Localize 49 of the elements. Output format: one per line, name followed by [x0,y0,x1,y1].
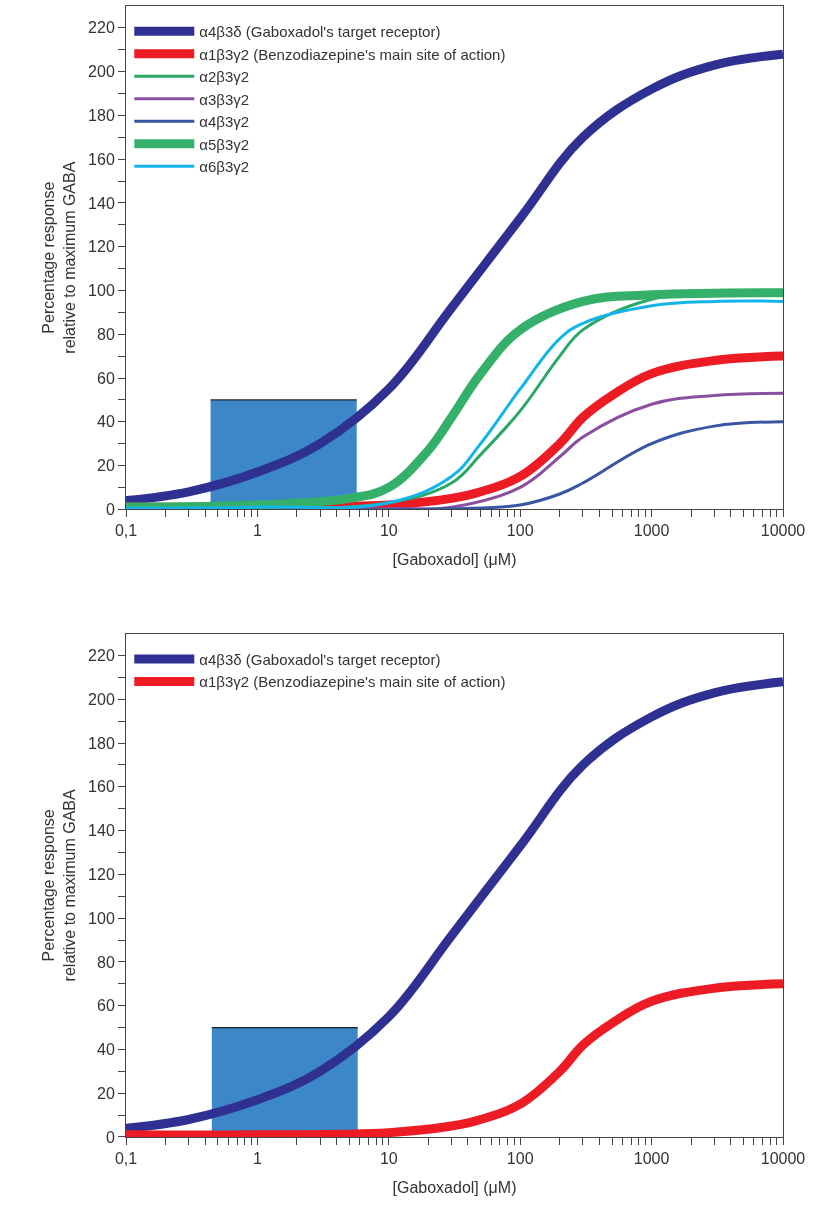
y-tick-label: 140 [88,194,115,212]
y-tick-label: 0 [105,1128,115,1146]
legend-label: α2β3γ2 [199,68,250,86]
y-tick-label: 40 [97,1041,115,1059]
x-axis-title: [Gaboxadol] (μM) [392,551,517,569]
x-tick-label: 10 [379,522,398,540]
x-tick-label: 1000 [633,522,670,540]
legend-label: α3β3γ2 [199,90,250,108]
y-tick-label: 180 [88,734,115,752]
y-tick-label: 200 [88,690,115,708]
x-tick-label: 10000 [760,522,806,540]
y-tick-label: 120 [88,866,115,884]
x-tick-label: 1000 [633,1150,670,1168]
y-axis-title: Percentage response relative to maximum GABA [40,789,78,982]
y-tick-label: 160 [88,778,115,796]
x-tick-label: 1 [252,1150,262,1168]
x-tick-label: 100 [506,522,534,540]
y-tick-label: 100 [88,282,115,300]
y-tick-label: 80 [97,325,115,343]
legend-label: α1β3γ2 (Benzodiazepine's main site of action) [199,45,506,63]
y-tick-label: 60 [97,997,115,1015]
y-tick-label: 20 [97,1084,115,1102]
y-tick-label: 40 [97,413,115,431]
legend-label: α4β3δ (Gaboxadol's target receptor) [199,650,441,668]
y-tick-label: 220 [88,19,115,37]
legend-label: α4β3δ (Gaboxadol's target receptor) [199,23,441,41]
y-tick-label: 140 [88,822,115,840]
y-tick-label: 120 [88,238,115,256]
y-tick-label: 80 [97,953,115,971]
x-tick-label: 0,1 [114,1150,138,1168]
legend-label: α6β3γ2 [199,158,250,176]
y-tick-label: 180 [88,107,115,125]
y-tick-label: 200 [88,63,115,81]
x-tick-label: 10 [379,1150,398,1168]
y-tick-label: 60 [97,369,115,387]
x-tick-label: 1 [252,522,262,540]
x-tick-label: 10000 [760,1150,806,1168]
legend-label: α5β3γ2 [199,135,250,153]
y-tick-label: 20 [97,457,115,475]
x-tick-label: 100 [506,1150,534,1168]
y-axis-title: Percentage response relative to maximum GABA [40,161,78,354]
y-tick-label: 0 [105,500,115,518]
x-tick-label: 0,1 [114,522,138,540]
legend-label: α4β3γ2 [199,113,250,131]
y-tick-label: 100 [88,909,115,927]
x-axis-title: [Gaboxadol] (μM) [392,1178,517,1196]
legend-label: α1β3γ2 (Benzodiazepine's main site of action) [199,673,506,691]
y-tick-label: 220 [88,647,115,665]
y-tick-label: 160 [88,150,115,168]
